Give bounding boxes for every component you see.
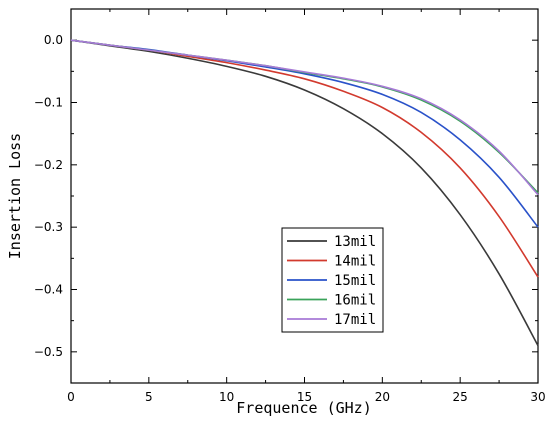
x-tick-label: 5 xyxy=(145,390,153,404)
x-tick-label: 10 xyxy=(219,390,234,404)
legend-label-17mil: 17mil xyxy=(334,312,376,328)
legend-label-13mil: 13mil xyxy=(334,234,376,250)
series-line-16mil xyxy=(70,39,539,194)
series-line-13mil xyxy=(70,39,539,346)
x-tick-label: 30 xyxy=(530,390,545,404)
legend-label-14mil: 14mil xyxy=(334,254,376,270)
y-tick-label: 0.0 xyxy=(44,33,63,47)
legend-label-15mil: 15mil xyxy=(334,273,376,289)
legend-label-16mil: 16mil xyxy=(334,293,376,309)
y-axis-title: Insertion Loss xyxy=(6,133,24,259)
y-tick-label: −0.5 xyxy=(34,345,63,359)
series-line-17mil xyxy=(70,39,539,196)
y-tick-label: −0.2 xyxy=(34,158,63,172)
y-tick-label: −0.3 xyxy=(34,220,63,234)
legend: 13mil 14mil 15mil 16mil 17mil xyxy=(281,227,384,333)
y-tick-label: −0.4 xyxy=(34,283,63,297)
x-tick-label: 20 xyxy=(375,390,390,404)
x-tick-label: 15 xyxy=(297,390,312,404)
series-lines xyxy=(70,39,539,346)
y-tick-label: −0.1 xyxy=(34,96,63,110)
x-tick-label: 25 xyxy=(453,390,468,404)
series-line-15mil xyxy=(70,39,539,228)
axis-ticks: 0 5 10 15 20 25 30 0.0 −0.1 −0.2 −0.3 −0.4 −0.5 xyxy=(34,8,546,404)
x-tick-label: 0 xyxy=(67,390,75,404)
x-axis-title: Frequence (GHz) xyxy=(236,399,371,417)
